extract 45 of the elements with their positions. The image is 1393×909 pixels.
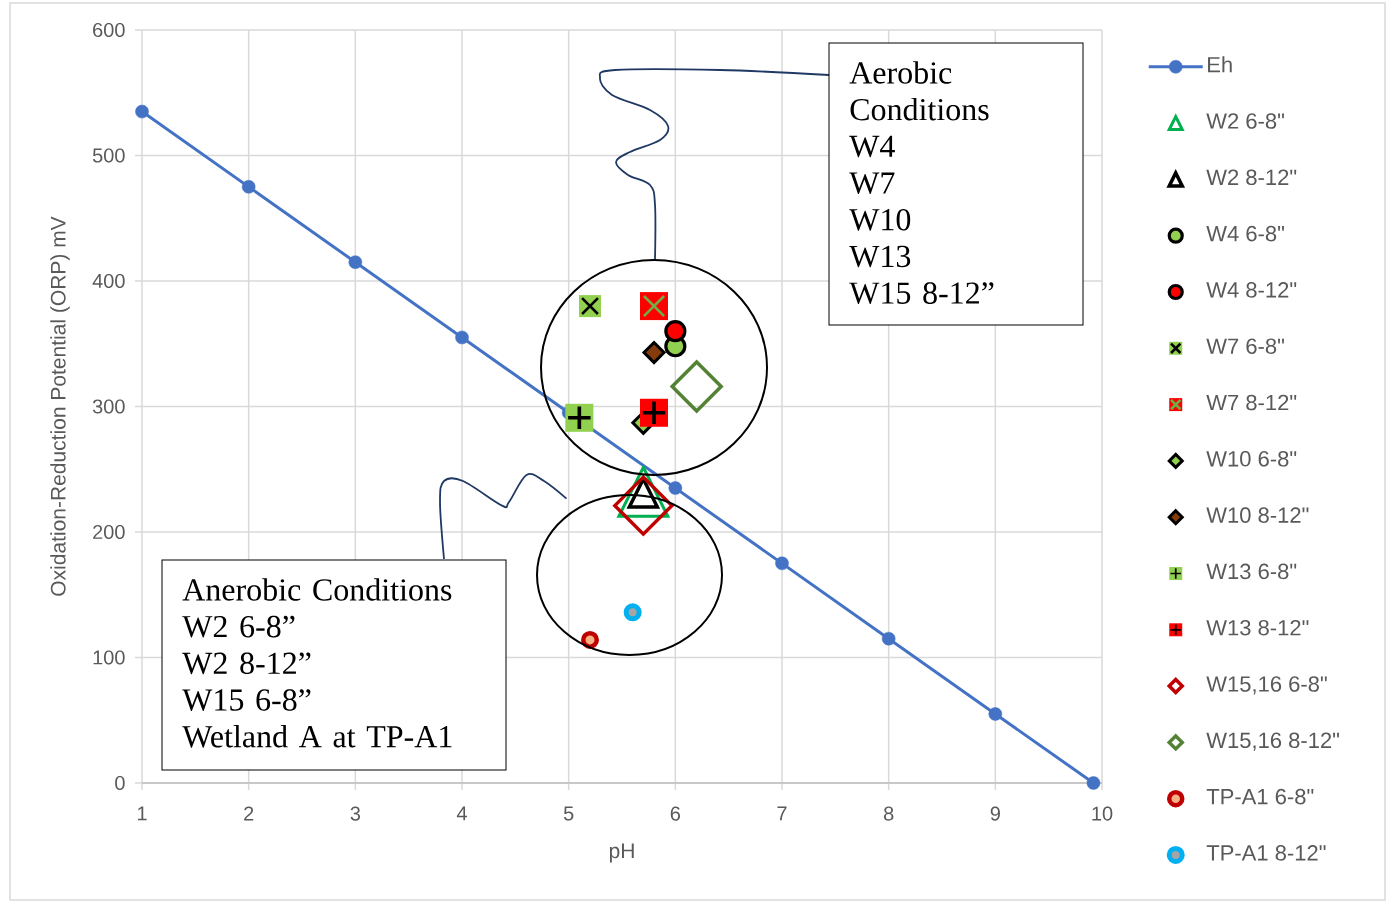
y-axis-title: Oxidation-Reduction Potential (ORP) mV xyxy=(50,216,70,596)
legend-label: W10 6-8" xyxy=(1206,451,1297,467)
legend-label: W2 8-12" xyxy=(1206,169,1297,186)
x-tick-label: 8 xyxy=(883,806,894,821)
legend-label: W10 8-12" xyxy=(1206,507,1309,523)
annotation: Anerobic Conditions xyxy=(182,578,452,601)
legend-label: W15,16 6-8" xyxy=(1206,676,1327,695)
x-tick-label: 6 xyxy=(670,806,681,821)
annotation: W4 xyxy=(849,135,895,158)
legend-label: W4 8-12" xyxy=(1206,282,1297,298)
y-tick-label: 200 xyxy=(93,524,125,540)
legend-label: W4 6-8" xyxy=(1206,225,1284,242)
y-tick-label: 400 xyxy=(92,273,125,289)
x-tick-label: 10 xyxy=(1092,806,1113,821)
annotation: W2 6-8” xyxy=(182,615,295,638)
annotation: W15 8-12” xyxy=(849,282,994,305)
x-tick-label: 2 xyxy=(244,806,254,821)
annotation: W7 xyxy=(849,172,895,194)
annotation: W15 6-8” xyxy=(182,689,311,711)
x-axis-title: pH xyxy=(609,843,634,863)
x-tick-label: 5 xyxy=(563,806,574,821)
legend-label: W15,16 8-12" xyxy=(1206,732,1340,751)
legend-label: W7 8-12" xyxy=(1206,394,1297,411)
x-tick-label: 1 xyxy=(137,806,147,821)
legend-label: W7 6-8" xyxy=(1206,338,1284,355)
x-tick-label: 9 xyxy=(990,806,1000,821)
y-tick-label: 300 xyxy=(92,399,125,414)
x-tick-label: 4 xyxy=(456,806,467,821)
annotation: Wetland A at TP-A1 xyxy=(182,724,452,748)
legend-label: TP-A1 6-8" xyxy=(1206,788,1314,805)
annotation: W10 xyxy=(849,208,911,231)
legend-label: Eh xyxy=(1208,56,1232,73)
legend-label: W13 6-8" xyxy=(1206,563,1297,580)
y-tick-label: 500 xyxy=(92,148,125,163)
x-tick-label: 7 xyxy=(777,806,787,821)
legend-label: TP-A1 8-12" xyxy=(1206,845,1326,861)
annotation: W2 8-12” xyxy=(182,652,311,675)
y-tick-label: 100 xyxy=(93,650,125,665)
y-tick-label: 0 xyxy=(115,775,125,791)
legend-label: W2 6-8" xyxy=(1206,113,1284,129)
y-tick-label: 600 xyxy=(93,22,125,38)
x-tick-label: 3 xyxy=(350,806,361,821)
annotation: W13 xyxy=(849,245,911,268)
annotation: Aerobic Conditions xyxy=(849,61,989,121)
legend-label: W13 8-12" xyxy=(1206,619,1309,636)
